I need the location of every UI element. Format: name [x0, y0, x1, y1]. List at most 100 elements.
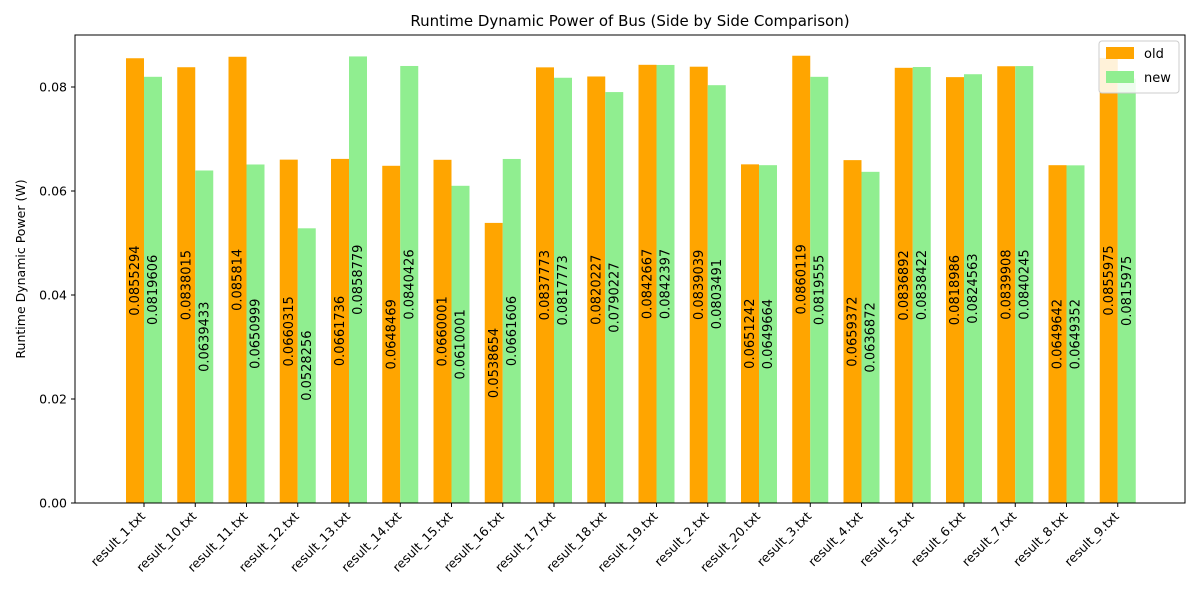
bar-value-label: 0.0639433 — [197, 302, 212, 372]
bar-value-label: 0.0648469 — [384, 299, 399, 369]
bars-layer — [126, 55, 1136, 504]
bar-new-result_9.txt — [1117, 78, 1136, 504]
bar-new-result_18.txt — [605, 92, 624, 503]
bar-value-label: 0.0649352 — [1069, 299, 1084, 369]
bar-value-label: 0.0839908 — [999, 249, 1014, 319]
legend-swatch-old — [1106, 47, 1134, 59]
bar-old-result_3.txt — [792, 55, 811, 503]
bar-old-result_17.txt — [536, 67, 554, 504]
bar-old-result_20.txt — [741, 164, 759, 503]
bar-new-result_6.txt — [964, 74, 982, 504]
bar-old-result_13.txt — [331, 158, 349, 503]
bar-value-label: 0.0824563 — [966, 253, 981, 323]
bar-old-result_14.txt — [382, 165, 401, 503]
bar-value-label: 0.0538654 — [487, 328, 502, 398]
bar-new-result_8.txt — [1066, 165, 1085, 503]
bar-value-label: 0.0838422 — [915, 250, 930, 320]
bar-value-label: 0.0659372 — [846, 296, 861, 366]
bar-value-label: 0.0660315 — [282, 296, 297, 366]
bar-value-label: 0.0837773 — [538, 250, 553, 320]
bar-value-label: 0.0803491 — [710, 259, 725, 329]
bar-old-result_6.txt — [946, 77, 964, 503]
bar-value-label: 0.0661606 — [505, 296, 520, 366]
bar-value-label: 0.0842667 — [641, 249, 656, 319]
bar-value-label: 0.0819606 — [146, 255, 161, 325]
bar-old-result_19.txt — [638, 64, 657, 503]
bar-value-label: 0.0840426 — [402, 249, 417, 319]
y-axis: 0.00 0.02 0.04 0.06 0.08 — [39, 80, 75, 511]
x-axis: result_1.txtresult_10.txtresult_11.txtre… — [87, 503, 1122, 575]
bar-old-result_15.txt — [433, 159, 452, 503]
y-tick-label: 0.06 — [39, 184, 67, 199]
bar-value-label: 0.0858779 — [351, 245, 366, 315]
bar-old-result_5.txt — [894, 67, 913, 503]
bar-old-result_12.txt — [279, 159, 298, 503]
bar-new-result_14.txt — [400, 65, 419, 503]
bar-value-label: 0.0651242 — [743, 299, 758, 369]
y-tick-label: 0.08 — [39, 80, 67, 95]
bar-value-label: 0.0817773 — [556, 255, 571, 325]
bar-old-result_9.txt — [1099, 57, 1118, 503]
bar-new-result_2.txt — [707, 85, 726, 503]
bar-labels-layer: 0.0855294 0.0838015 0.085814 0.0660315 0.066… — [128, 244, 1135, 401]
y-tick-label: 0.00 — [39, 496, 67, 511]
bar-value-label: 0.0661736 — [333, 296, 348, 366]
legend-swatch-new — [1106, 71, 1134, 83]
plot-frame — [74, 34, 1186, 504]
bar-new-result_15.txt — [451, 185, 470, 503]
bar-value-label: 0.0649642 — [1051, 299, 1066, 369]
bar-new-result_13.txt — [349, 56, 367, 503]
bar-value-label: 0.0818986 — [948, 255, 963, 325]
bar-old-result_8.txt — [1048, 165, 1067, 503]
y-tick-label: 0.04 — [39, 288, 67, 303]
bar-old-result_7.txt — [997, 66, 1016, 504]
legend-label-old: old — [1144, 47, 1164, 62]
bar-value-label: 0.0840245 — [1017, 249, 1032, 319]
bar-new-result_3.txt — [810, 76, 829, 504]
bar-new-result_11.txt — [246, 164, 265, 503]
bar-new-result_12.txt — [297, 228, 316, 503]
bar-value-label: 0.0610001 — [454, 309, 469, 379]
bar-new-result_7.txt — [1015, 66, 1034, 503]
legend: old new — [1098, 40, 1180, 94]
bar-value-label: 0.0815975 — [1120, 256, 1135, 326]
bar-value-label: 0.0855975 — [1102, 245, 1117, 315]
bar-new-result_20.txt — [759, 165, 777, 503]
bar-old-result_4.txt — [843, 160, 862, 503]
chart-title: Runtime Dynamic Power of Bus (Side by Si… — [410, 12, 849, 30]
bar-old-result_11.txt — [228, 56, 247, 503]
bar-value-label: 0.0790227 — [607, 262, 622, 332]
bar-value-label: 0.0528256 — [300, 330, 315, 400]
y-tick-label: 0.02 — [39, 392, 67, 407]
bar-new-result_17.txt — [554, 77, 572, 503]
bar-value-label: 0.0650999 — [249, 299, 264, 369]
bar-new-result_19.txt — [656, 64, 675, 504]
bar-new-result_5.txt — [912, 67, 931, 503]
bar-new-result_10.txt — [195, 170, 214, 503]
bar-value-label: 0.0842397 — [659, 249, 674, 319]
x-tick-label: result_9.txt — [1061, 508, 1122, 569]
bar-old-result_16.txt — [484, 222, 503, 504]
bar-value-label: 0.0860119 — [794, 244, 809, 314]
y-axis-label: Runtime Dynamic Power (W) — [13, 179, 28, 358]
bar-new-result_16.txt — [502, 158, 521, 503]
legend-label-new: new — [1144, 71, 1171, 86]
bar-value-label: 0.085814 — [231, 249, 246, 311]
bar-old-result_2.txt — [689, 66, 708, 504]
bar-value-label: 0.0660001 — [436, 296, 451, 366]
bar-value-label: 0.0855294 — [128, 245, 143, 315]
bar-value-label: 0.0836892 — [897, 250, 912, 320]
bar-new-result_4.txt — [861, 171, 880, 504]
bar-value-label: 0.0636872 — [864, 302, 879, 372]
bar-value-label: 0.0820227 — [589, 255, 604, 325]
bar-old-result_18.txt — [587, 76, 606, 503]
bar-value-label: 0.0649664 — [761, 299, 776, 369]
bar-old-result_1.txt — [126, 58, 144, 503]
bar-new-result_1.txt — [144, 76, 162, 504]
bar-value-label: 0.0819555 — [812, 255, 827, 325]
bar-value-label: 0.0838015 — [179, 250, 194, 320]
bar-value-label: 0.0839039 — [692, 250, 707, 320]
bar-old-result_10.txt — [177, 67, 196, 503]
